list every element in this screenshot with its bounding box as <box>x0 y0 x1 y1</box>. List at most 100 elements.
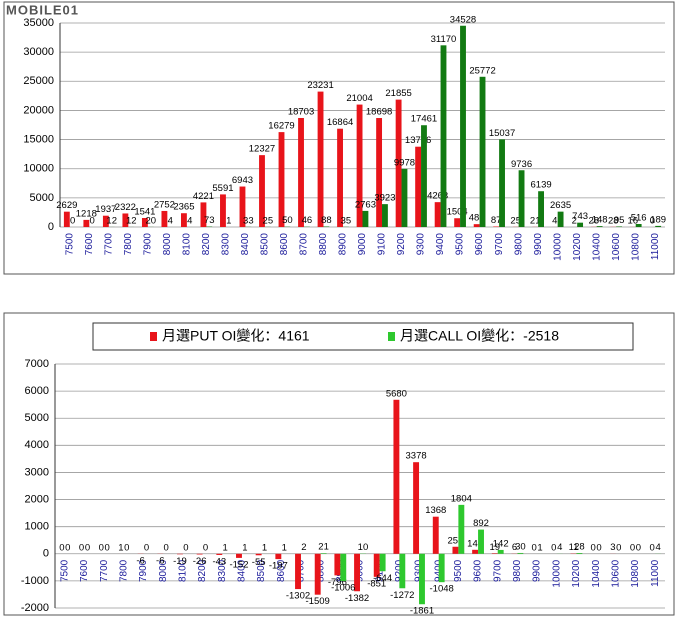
bar <box>434 202 441 227</box>
data-label: 0 <box>164 542 169 553</box>
y-tick-label: 0 <box>48 221 54 233</box>
bar <box>576 553 583 554</box>
data-label: 486 <box>469 213 485 224</box>
data-label: 16 <box>628 215 639 226</box>
data-label: -851 <box>367 578 386 589</box>
bar <box>83 219 90 227</box>
data-label: -644 <box>373 573 392 584</box>
x-tick-label: 11000 <box>650 233 661 261</box>
data-label: 0 <box>99 542 104 553</box>
data-label: 12 <box>106 215 117 226</box>
data-label: 1504 <box>447 207 468 218</box>
x-tick-label: 10600 <box>610 559 621 587</box>
y-tick-label: 5000 <box>25 412 49 424</box>
y-tick-label: 2000 <box>25 493 49 505</box>
x-tick-label: 7700 <box>103 233 114 256</box>
bar <box>497 549 504 554</box>
data-label: -43 <box>212 556 226 567</box>
data-label: 1937 <box>95 204 116 215</box>
bar <box>472 549 479 554</box>
x-tick-label: 10200 <box>571 559 582 587</box>
bar <box>452 546 459 554</box>
x-tick-label: 8600 <box>276 559 287 582</box>
data-label: 31170 <box>431 34 457 45</box>
data-label: 0 <box>551 542 556 553</box>
bar <box>458 504 465 554</box>
data-label: 87 <box>491 215 502 226</box>
data-label: 4 <box>168 215 173 226</box>
data-label: -1861 <box>410 606 434 617</box>
x-tick-label: 8000 <box>158 559 169 582</box>
x-tick-label: 7900 <box>142 233 153 256</box>
panel-2 <box>3 312 675 616</box>
data-label: 2635 <box>550 200 571 211</box>
data-label: -55 <box>252 557 266 568</box>
data-label: 5680 <box>386 388 407 399</box>
y-tick-label: -2000 <box>21 602 49 614</box>
data-label: 19 <box>490 542 501 553</box>
data-label: -1272 <box>390 590 414 601</box>
data-label: 21855 <box>385 88 411 99</box>
data-label: 1 <box>282 542 287 553</box>
data-label: 0 <box>531 542 536 553</box>
data-label: 15037 <box>489 128 515 139</box>
y-tick-label: 0 <box>43 548 49 560</box>
data-label: 148 <box>592 215 608 226</box>
x-tick-label: 8800 <box>315 559 326 582</box>
x-tick-label: 8000 <box>162 233 173 256</box>
bar <box>298 117 304 227</box>
x-tick-label: 8400 <box>237 559 248 582</box>
data-label: 0 <box>203 542 208 553</box>
bar <box>577 222 584 227</box>
data-label: 16279 <box>268 121 294 132</box>
x-tick-label: 8200 <box>197 559 208 582</box>
data-label: 0 <box>144 542 149 553</box>
data-label: 95 <box>614 215 625 226</box>
x-tick-label: 10400 <box>591 233 602 261</box>
y-tick-label: 30000 <box>23 46 54 58</box>
x-tick-label: 10600 <box>611 233 622 261</box>
x-tick-label: 7700 <box>99 559 110 582</box>
data-label: 0 <box>650 542 655 553</box>
bar <box>323 226 330 227</box>
bar <box>181 213 187 227</box>
bar <box>655 225 662 227</box>
bar <box>393 399 400 554</box>
data-label: 11 <box>569 542 579 553</box>
x-tick-label: 8100 <box>181 233 192 256</box>
bar <box>415 146 422 227</box>
x-tick-label: 9700 <box>492 559 503 582</box>
x-tick-label: 9900 <box>532 559 543 582</box>
bar <box>317 91 324 227</box>
y-tick-label: 3000 <box>25 466 49 478</box>
data-label: 0 <box>616 542 621 553</box>
data-label: -197 <box>269 561 288 572</box>
data-label: 2 <box>572 216 577 227</box>
data-label: 4263 <box>427 191 448 202</box>
data-label: 28 <box>608 215 619 226</box>
x-tick-label: 8300 <box>221 233 232 256</box>
data-label: -1302 <box>286 591 310 602</box>
data-label: 1 <box>242 542 247 553</box>
bar <box>499 139 505 227</box>
data-label: 0 <box>124 542 129 553</box>
data-label: 21004 <box>346 93 372 104</box>
x-tick-label: 10200 <box>572 233 583 261</box>
data-label: 2763 <box>355 199 376 210</box>
bar <box>259 155 265 227</box>
y-tick-label: 15000 <box>23 133 54 145</box>
bar <box>278 132 285 227</box>
x-tick-label: 7600 <box>84 233 95 256</box>
data-label: 23231 <box>307 80 333 91</box>
bar <box>373 553 380 577</box>
y-tick-label: 4000 <box>25 439 49 451</box>
bar <box>320 553 327 554</box>
bar <box>379 553 386 572</box>
data-label: -6 <box>136 555 144 566</box>
x-tick-label: 8400 <box>240 233 251 256</box>
data-label: 6943 <box>232 175 253 186</box>
bar <box>122 213 129 227</box>
data-label: -796 <box>328 577 347 588</box>
